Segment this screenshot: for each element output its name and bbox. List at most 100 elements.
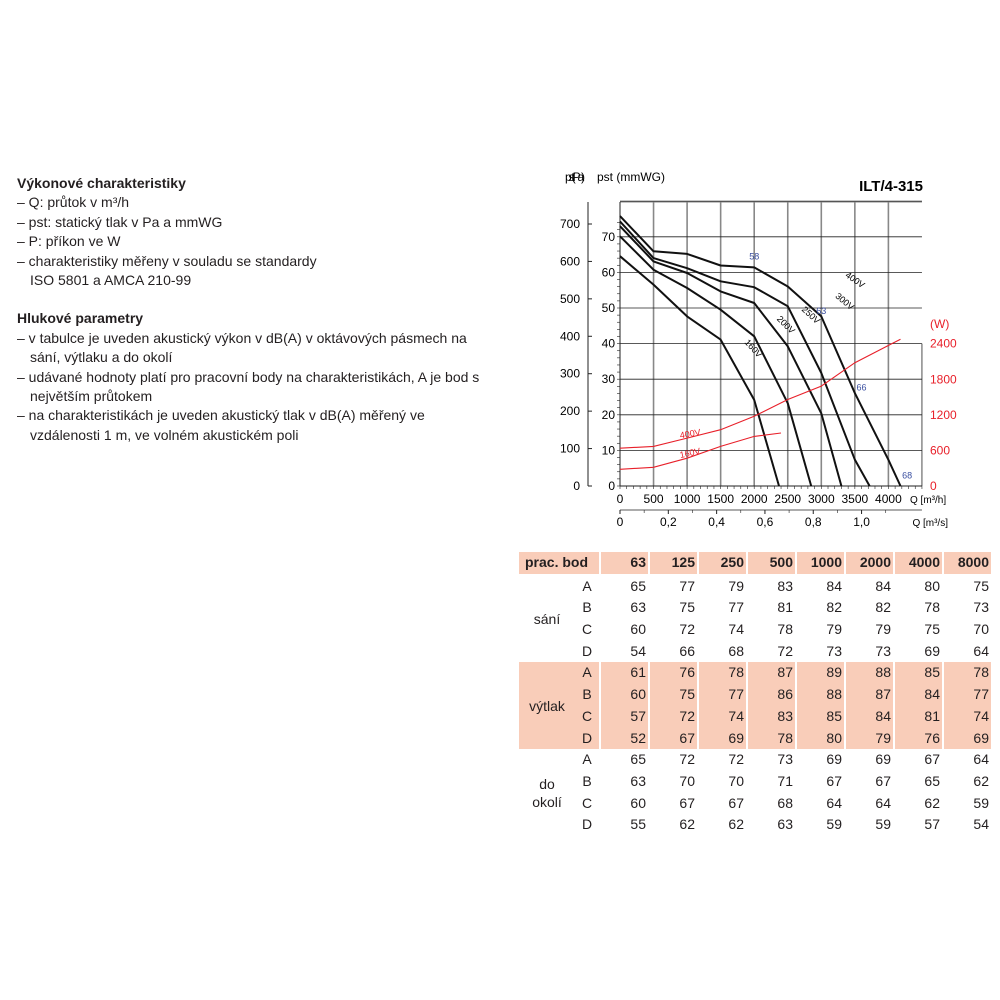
table-cell: 69	[826, 751, 842, 768]
column-header: 4000	[895, 552, 942, 574]
table-cell: 81	[895, 705, 942, 728]
y-axis-label-mmwg: pst (mmWG)	[597, 170, 665, 184]
table-cell: 77	[679, 577, 695, 594]
y-tick-label-pa: 600	[560, 254, 580, 268]
x2-tick-label: 0,4	[708, 515, 725, 529]
table-cell: 63	[630, 599, 646, 616]
y-tick-label-mmwg: 60	[602, 265, 616, 279]
x-tick-label: 2000	[741, 492, 768, 506]
y-tick-label-pa: 0	[573, 479, 580, 493]
table-cell: 72	[650, 705, 697, 728]
y-tick-label-mmwg: 20	[602, 408, 616, 422]
table-cell: 52	[601, 727, 648, 750]
x2-tick-label: 1,0	[853, 515, 870, 529]
pressure-curve-200V	[619, 235, 813, 487]
table-cell: 67	[875, 772, 891, 789]
operating-point: A	[582, 751, 592, 768]
noise-heading: Hlukové parametry	[17, 310, 144, 327]
y-tick-label-pa: 300	[560, 367, 580, 381]
column-header: 2000	[846, 552, 893, 574]
table-cell: 84	[846, 705, 893, 728]
y-tick-label-mmwg: 10	[602, 443, 616, 457]
table-cell: 74	[944, 705, 991, 728]
table-cell: 87	[846, 684, 893, 706]
y-tick-label-w: 2400	[930, 337, 957, 351]
noise-table: prac. bod 63 125 250 500 1000 2000 4000 8000 A 65 7…	[519, 552, 992, 836]
performance-item: – Q: průtok v m³/h	[17, 194, 130, 211]
table-cell: 63	[630, 772, 646, 789]
operating-point: D	[575, 727, 599, 750]
table-cell: 64	[973, 751, 989, 768]
table-cell: 59	[826, 816, 842, 833]
chart-title: ILT/4-315	[859, 178, 923, 195]
table-row: A 65 77 79 83 84 84 80 75	[519, 576, 992, 598]
table-cell: 59	[973, 794, 989, 811]
table-cell: 57	[924, 816, 940, 833]
table-cell: 85	[797, 705, 844, 728]
table-row: C 60 72 74 78 79 79 75 70	[519, 619, 992, 641]
table-cell: 60	[601, 684, 648, 706]
table-cell: 75	[650, 684, 697, 706]
table-cell: 79	[826, 621, 842, 638]
table-cell: 72	[777, 642, 793, 659]
x2-tick-label: 0,8	[805, 515, 822, 529]
table-cell: 68	[777, 794, 793, 811]
table-cell: 62	[728, 816, 744, 833]
table-cell: 84	[826, 577, 842, 594]
y-axis-label-pa: pst (Pa)	[565, 170, 585, 184]
table-cell: 78	[777, 621, 793, 638]
table-header: prac. bod 63 125 250 500 1000 2000 4000 8000	[519, 552, 992, 574]
table-cell: 72	[728, 751, 744, 768]
performance-heading: Výkonové charakteristiky	[17, 175, 186, 191]
table-cell: 84	[875, 577, 891, 594]
y-tick-label-w: 1800	[930, 372, 957, 386]
table-cell: 59	[875, 816, 891, 833]
pressure-curve-300V	[619, 220, 871, 487]
operating-point: D	[581, 816, 593, 833]
table-cell: 60	[630, 621, 646, 638]
column-header: 500	[748, 552, 795, 574]
y-tick-label-pa: 400	[560, 329, 580, 343]
x2-tick-label: 0	[617, 515, 624, 529]
operating-point: C	[575, 705, 599, 728]
column-header: 250	[699, 552, 746, 574]
x-tick-label: 4000	[875, 492, 902, 506]
table-cell: 83	[748, 705, 795, 728]
noise-item: – udávané hodnoty platí pro pracovní bod…	[17, 368, 480, 405]
power-curve-label: 400V	[679, 427, 701, 441]
table-cell: 72	[679, 621, 695, 638]
table-cell: 65	[630, 751, 646, 768]
table-cell: 72	[679, 751, 695, 768]
column-header: 63	[601, 552, 648, 574]
operating-point: D	[581, 642, 593, 659]
table-cell: 67	[826, 772, 842, 789]
table-cell: 54	[630, 642, 646, 659]
x-axis-label: Q [m³/h]	[910, 495, 946, 506]
table-row: D 54 66 68 72 73 73 69 64	[519, 641, 992, 663]
table-cell: 65	[630, 577, 646, 594]
table-cell: 68	[728, 642, 744, 659]
noise-level-label: 58	[749, 252, 759, 262]
description-text: Výkonové charakteristiky – Q: průtok v m…	[17, 174, 507, 445]
table-cell: 61	[601, 662, 648, 685]
table-cell: 67	[924, 751, 940, 768]
x-tick-label: 1500	[707, 492, 734, 506]
operating-point: C	[581, 794, 593, 811]
table-cell: 75	[679, 599, 695, 616]
y-axis-label-w: (W)	[930, 317, 949, 331]
table-cell: 87	[748, 662, 795, 685]
table-cell: 62	[924, 794, 940, 811]
noise-item: – v tabulce je uveden akustický výkon v …	[17, 329, 467, 366]
operating-point: A	[575, 662, 599, 685]
noise-item: – na charakteristikách je uveden akustic…	[17, 407, 425, 443]
y-tick-label-w: 0	[930, 479, 937, 493]
table-cell: 62	[679, 816, 695, 833]
table-cell: 69	[875, 751, 891, 768]
table-cell: 69	[924, 642, 940, 659]
table-cell: 78	[944, 662, 991, 685]
table-row: C 60 67 67 68 64 64 62 59	[519, 793, 992, 815]
point-header: prac. bod	[519, 552, 599, 574]
table-cell: 70	[679, 772, 695, 789]
operating-point: B	[582, 772, 592, 789]
noise-level-label: 66	[857, 383, 867, 393]
